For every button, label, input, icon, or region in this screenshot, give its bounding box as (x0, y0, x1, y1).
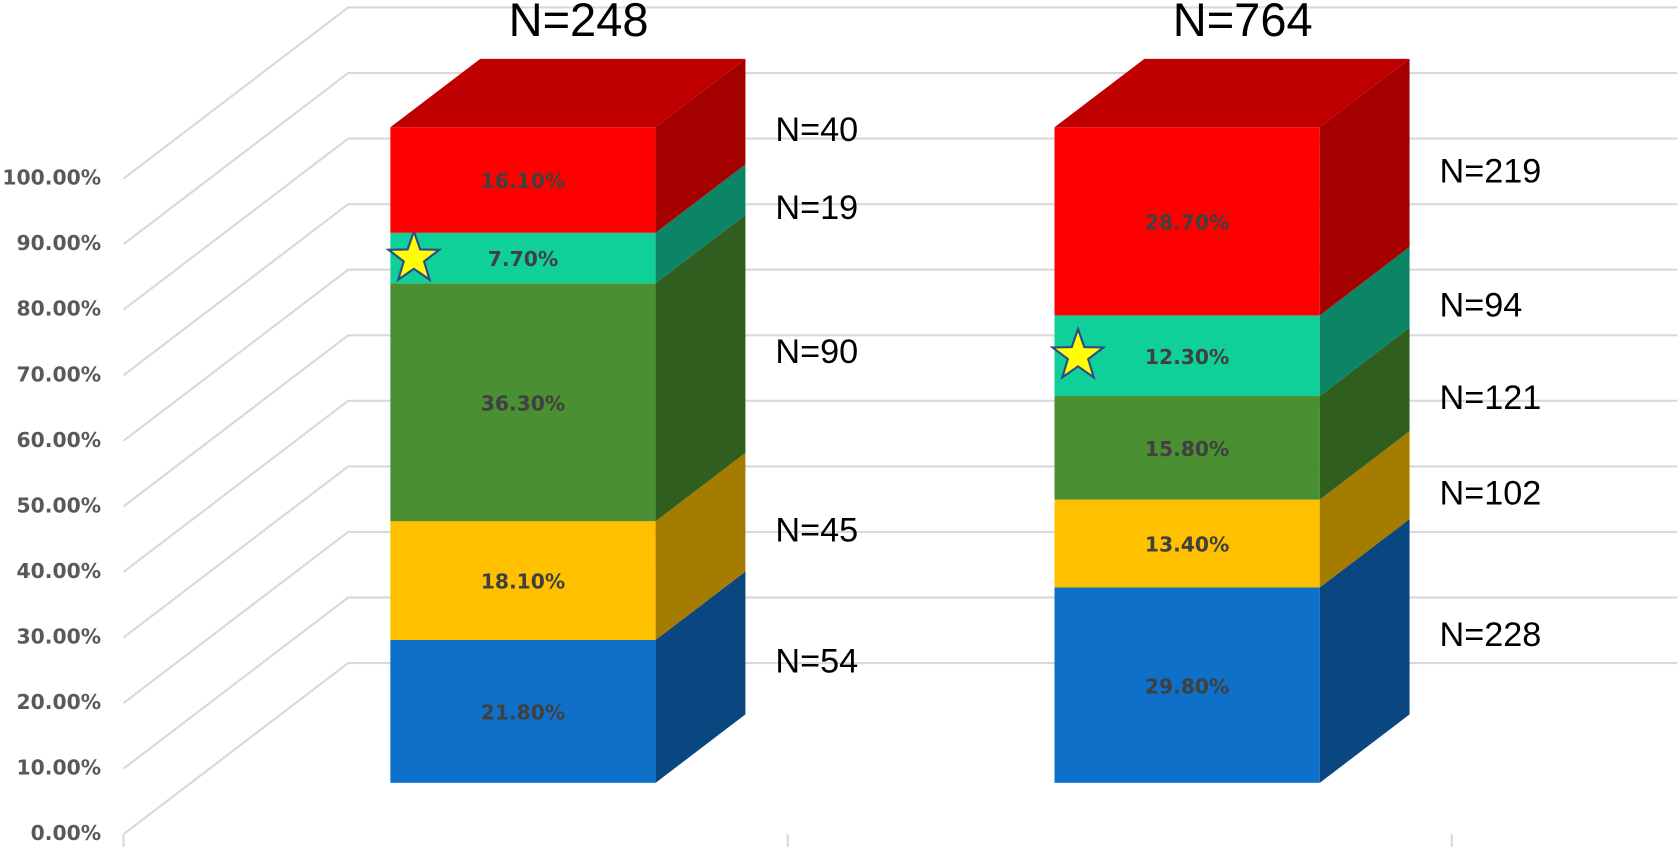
bar-side (1319, 327, 1410, 500)
bar-top (1054, 58, 1410, 128)
n-label: N=102 (1439, 474, 1541, 512)
y-tick-label: 60.00% (17, 428, 102, 452)
n-label: N=45 (775, 512, 858, 550)
value-label: 12.30% (1145, 345, 1230, 369)
y-tick-label: 10.00% (17, 756, 102, 780)
bar-front (1054, 127, 1320, 316)
total-label: N=764 (1173, 0, 1313, 46)
y-tick-label: 20.00% (17, 690, 102, 714)
bar-front (1054, 396, 1320, 500)
bar-front (390, 232, 656, 284)
y-tick-label: 50.00% (17, 493, 102, 517)
bar-front (1054, 587, 1320, 783)
value-label: 36.30% (481, 391, 566, 415)
value-label: 7.70% (488, 247, 558, 271)
bar-segment (1054, 58, 1410, 316)
bar-segment (390, 164, 746, 284)
bar-side (655, 214, 746, 522)
bar-side (655, 164, 746, 284)
y-tick-label: 30.00% (17, 624, 102, 648)
bar-segment (1054, 327, 1410, 500)
bar-segment (390, 58, 746, 233)
bar-side (655, 452, 746, 640)
bar-side (655, 571, 746, 783)
bar-top (390, 58, 746, 128)
n-label: N=19 (775, 189, 858, 227)
bar-side (1319, 519, 1410, 783)
n-label: N=121 (1439, 379, 1541, 417)
n-label: N=40 (775, 111, 858, 149)
y-tick-label: 0.00% (31, 821, 101, 845)
bar-segment (390, 452, 746, 640)
value-label: 16.10% (481, 169, 566, 193)
value-label: 13.40% (1145, 533, 1230, 557)
y-tick-label: 100.00% (2, 166, 101, 190)
bar-front (390, 639, 656, 783)
bar-side (1319, 246, 1410, 397)
bar-side (1319, 58, 1410, 316)
n-label: N=219 (1439, 152, 1541, 190)
value-label: 15.80% (1145, 437, 1230, 461)
bar-segment (1054, 246, 1410, 397)
y-tick-label: 40.00% (17, 559, 102, 583)
n-label: N=228 (1439, 616, 1541, 654)
bar-segment (1054, 431, 1410, 588)
bar-segment (390, 571, 746, 783)
value-label: 18.10% (481, 570, 566, 594)
value-label: 21.80% (481, 701, 566, 725)
bar-side (655, 58, 746, 233)
bar-front (390, 521, 656, 640)
bar-front (1054, 499, 1320, 588)
y-tick-label: 90.00% (17, 231, 102, 255)
n-label: N=54 (775, 642, 858, 680)
bar-front (390, 127, 656, 233)
total-label: N=248 (509, 0, 649, 46)
n-label: N=90 (775, 333, 858, 371)
bar-segment (1054, 519, 1410, 783)
y-tick-label: 70.00% (17, 362, 102, 386)
grid-line (122, 661, 1678, 836)
bar-segment (390, 214, 746, 522)
grid-line (122, 6, 1678, 180)
value-label: 28.70% (1145, 210, 1230, 234)
y-tick-label: 80.00% (17, 297, 102, 321)
bar-front (1054, 315, 1320, 397)
bar-front (390, 283, 656, 522)
star (1049, 325, 1107, 380)
star (385, 228, 443, 283)
n-label: N=94 (1439, 287, 1522, 325)
value-label: 29.80% (1145, 674, 1230, 698)
bar-side (1319, 431, 1410, 588)
